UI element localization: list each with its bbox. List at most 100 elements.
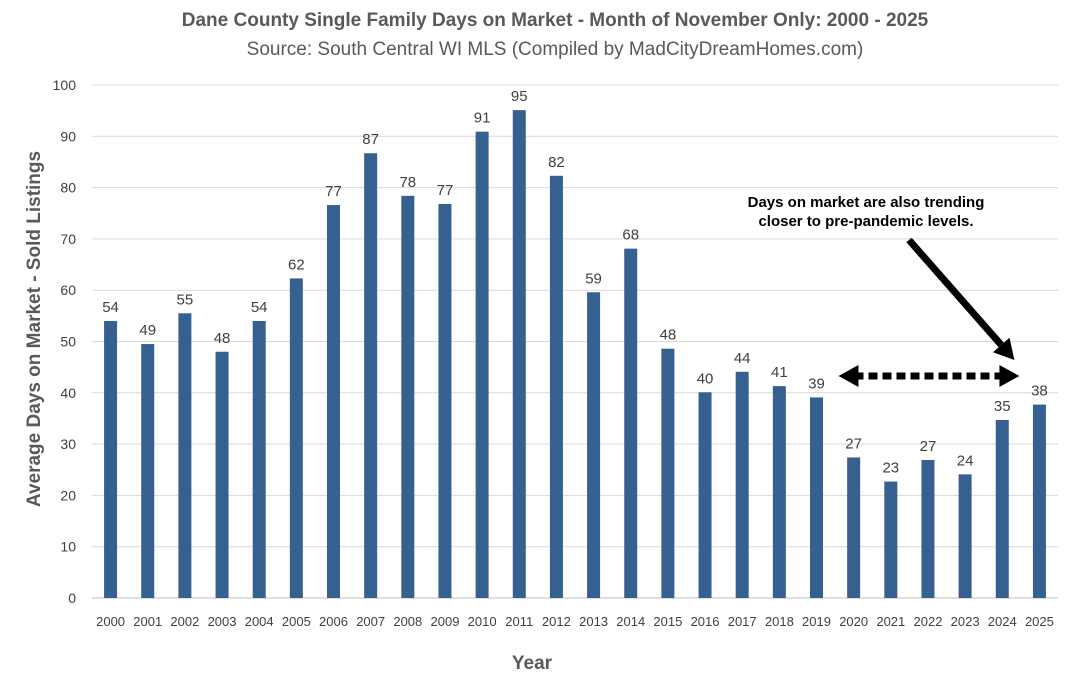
- x-tick-label: 2022: [914, 614, 943, 629]
- data-label-2018: 41: [771, 364, 788, 381]
- x-tick-label: 2016: [691, 614, 720, 629]
- bar-2011: [512, 110, 526, 599]
- data-label-2011: 95: [511, 88, 528, 105]
- bar-2001: [141, 344, 155, 598]
- y-axis-ticks: 0 10 20 30 40 50 60 70 80 90 100: [53, 77, 77, 606]
- data-label-2022: 27: [920, 438, 937, 455]
- x-tick-label: 2017: [728, 614, 757, 629]
- x-tick-label: 2010: [468, 614, 497, 629]
- x-tick-label: 2020: [839, 614, 868, 629]
- bar-2016: [698, 392, 712, 598]
- bar-2022: [921, 460, 935, 598]
- data-label-2012: 82: [548, 154, 565, 171]
- y-tick-label: 80: [60, 180, 76, 196]
- data-label-2003: 48: [214, 330, 231, 347]
- bars: [104, 110, 1046, 599]
- annotation-line-2: closer to pre-pandemic levels.: [758, 213, 973, 230]
- data-label-2020: 27: [845, 435, 862, 452]
- data-label-2006: 77: [325, 183, 342, 200]
- data-label-2021: 23: [882, 460, 899, 477]
- bar-2020: [847, 457, 861, 598]
- y-tick-label: 90: [60, 128, 76, 144]
- bar-2005: [289, 278, 303, 598]
- data-labels: 54 49 55 48 54 62 77 87 78 77 91 95 82 59 68 48 40 44 41 39…: [102, 88, 1048, 476]
- chart-title: Dane County Single Family Days on Market…: [182, 10, 929, 31]
- pointer-arrowhead: [992, 337, 1015, 360]
- x-tick-label: 2015: [653, 614, 682, 629]
- data-label-2023: 24: [957, 452, 974, 469]
- bar-2012: [549, 175, 563, 598]
- bar-2021: [884, 481, 898, 598]
- data-label-2017: 44: [734, 350, 751, 367]
- bar-2000: [104, 320, 118, 598]
- arrowhead-left: [838, 364, 859, 387]
- y-tick-label: 100: [53, 77, 77, 93]
- bar-2010: [475, 131, 489, 599]
- data-label-2010: 91: [474, 110, 491, 127]
- pointer-arrow: [906, 237, 1004, 348]
- data-label-2014: 68: [622, 227, 639, 244]
- x-tick-label: 2013: [579, 614, 608, 629]
- bar-2013: [587, 292, 601, 598]
- y-tick-label: 50: [60, 334, 76, 350]
- data-label-2016: 40: [697, 370, 714, 387]
- data-label-2000: 54: [102, 299, 119, 316]
- data-label-2019: 39: [808, 375, 825, 392]
- x-tick-label: 2007: [356, 614, 385, 629]
- x-axis-title: Year: [512, 653, 553, 674]
- x-tick-label: 2021: [876, 614, 905, 629]
- x-tick-label: 2008: [393, 614, 422, 629]
- gridlines: [92, 84, 1058, 599]
- x-tick-label: 2004: [245, 614, 274, 629]
- annotation: Days on market are also trending closer …: [748, 194, 1020, 387]
- data-label-2024: 35: [994, 398, 1011, 415]
- data-label-2008: 78: [399, 174, 416, 191]
- x-tick-label: 2012: [542, 614, 571, 629]
- bar-2014: [624, 248, 638, 598]
- bar-2025: [1032, 404, 1046, 598]
- x-axis-ticks: 2000 2001 2002 2003 2004 2005 2006 2007 2008 2009…: [96, 614, 1054, 629]
- annotation-line-1: Days on market are also trending: [748, 194, 985, 211]
- data-label-2015: 48: [660, 327, 677, 344]
- bar-2004: [252, 320, 266, 598]
- x-tick-label: 2018: [765, 614, 794, 629]
- x-tick-label: 2000: [96, 614, 125, 629]
- bar-2009: [438, 204, 452, 599]
- data-label-2004: 54: [251, 299, 268, 316]
- bar-2019: [810, 397, 823, 598]
- x-tick-label: 2023: [951, 614, 980, 629]
- chart-subtitle: Source: South Central WI MLS (Compiled b…: [247, 39, 864, 60]
- x-tick-label: 2009: [431, 614, 460, 629]
- data-label-2005: 62: [288, 256, 305, 273]
- y-tick-label: 10: [60, 539, 76, 555]
- x-tick-label: 2025: [1025, 614, 1054, 629]
- bar-2018: [772, 386, 786, 598]
- y-tick-label: 20: [60, 487, 76, 503]
- bar-2003: [215, 351, 229, 598]
- bar-2006: [327, 205, 340, 599]
- x-tick-label: 2006: [319, 614, 348, 629]
- x-tick-label: 2014: [616, 614, 645, 629]
- x-tick-label: 2003: [208, 614, 237, 629]
- data-label-2007: 87: [362, 131, 379, 148]
- y-tick-label: 0: [68, 590, 76, 606]
- bar-2002: [178, 313, 192, 598]
- data-label-2002: 55: [177, 291, 194, 308]
- x-tick-label: 2019: [802, 614, 831, 629]
- x-tick-label: 2002: [170, 614, 199, 629]
- x-tick-label: 2001: [133, 614, 162, 629]
- bar-2023: [958, 474, 972, 598]
- bar-2008: [401, 195, 415, 599]
- x-tick-label: 2011: [505, 614, 533, 629]
- data-label-2009: 77: [437, 182, 454, 199]
- bar-2024: [995, 419, 1009, 598]
- bar-2007: [364, 153, 378, 598]
- y-axis-title: Average Days on Market - Sold Listings: [24, 151, 45, 507]
- y-tick-label: 30: [60, 436, 76, 452]
- x-tick-label: 2024: [988, 614, 1017, 629]
- bar-2017: [735, 371, 749, 598]
- bar-2015: [661, 348, 675, 598]
- x-tick-label: 2005: [282, 614, 311, 629]
- arrowhead-right: [999, 364, 1020, 387]
